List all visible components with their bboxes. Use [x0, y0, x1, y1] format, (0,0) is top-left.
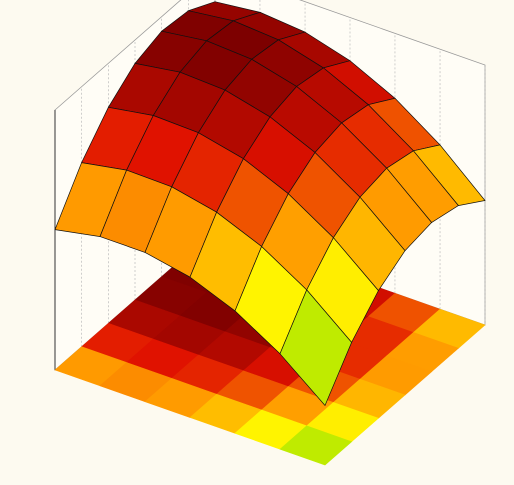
- surface-cell: [279, 289, 353, 407]
- floor-contour: [279, 425, 353, 466]
